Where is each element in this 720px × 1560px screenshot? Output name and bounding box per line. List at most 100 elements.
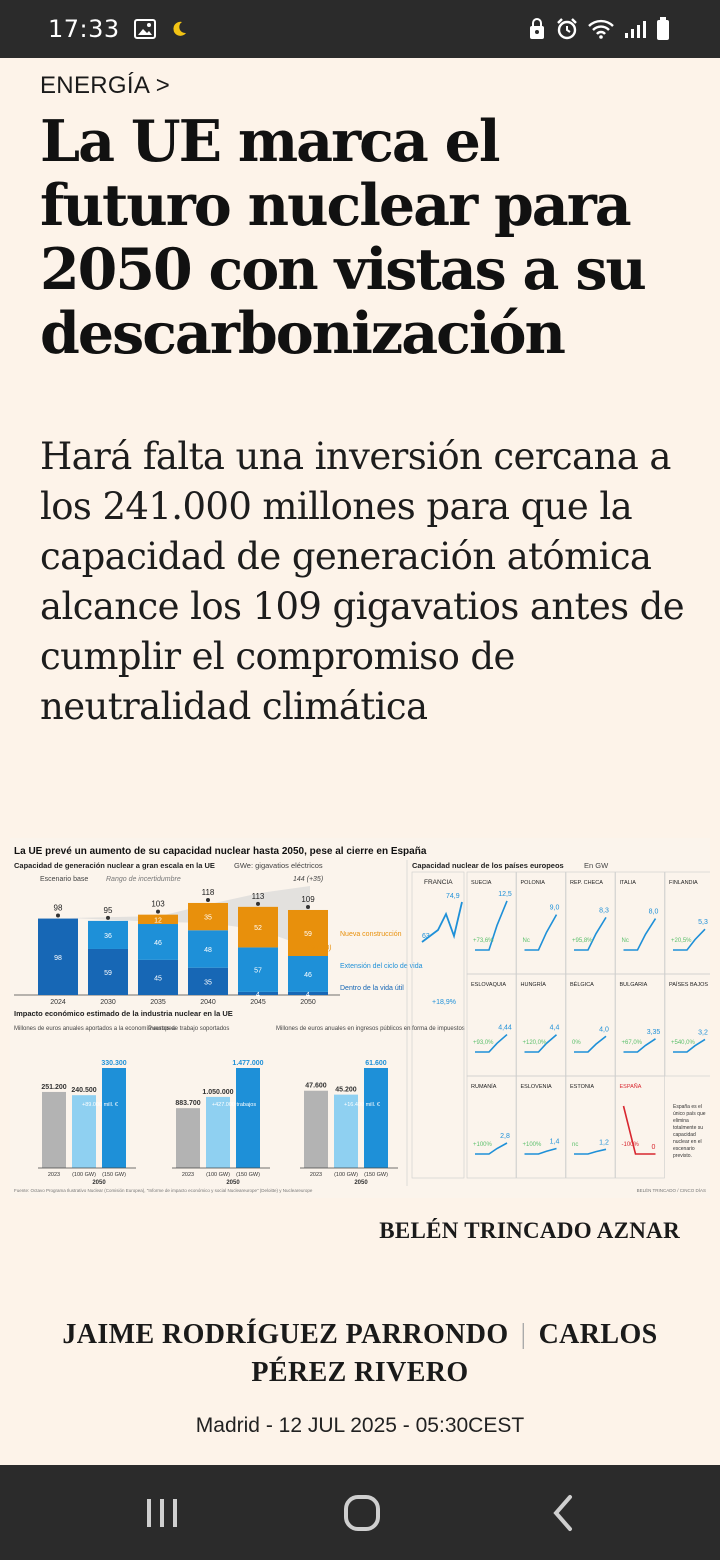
impact-1-label: Millones de euros anuales aportados a la…	[14, 1026, 176, 1032]
infographic-credit: BELÉN TRINCADO / CINCO DÍAS	[637, 1187, 706, 1193]
impact-2-label: Puestos de trabajo soportados	[148, 1026, 229, 1032]
france-change: +18,9%	[432, 999, 456, 1006]
capacity-year-label: 2045	[250, 999, 266, 1006]
infographic-image[interactable]: La UE prevé un aumento de su capacidad n…	[10, 838, 710, 1198]
impact-x-label: (100 GW)	[334, 1172, 358, 1178]
country-change: Nc	[523, 938, 530, 944]
spain-note-line: único país que	[673, 1111, 706, 1117]
capacity-bar-segment	[138, 924, 178, 960]
byline: JAIME RODRÍGUEZ PARRONDO | CARLOS PÉREZ RI…	[40, 1316, 680, 1392]
country-line	[475, 900, 508, 951]
country-line	[574, 1148, 607, 1155]
impact-value-label: 240.500	[71, 1087, 96, 1094]
infographic-sources: Fuente: Octavo Programa Ilustrativo Nucl…	[14, 1188, 313, 1193]
capacity-bar-segment	[138, 914, 178, 925]
country-change: +100%	[473, 1142, 493, 1148]
impact-x-label: (100 GW)	[206, 1172, 230, 1178]
country-value: 1,4	[550, 1139, 560, 1146]
country-panel	[466, 871, 517, 975]
country-value: 12,5	[498, 891, 512, 898]
impact-x-label: 2023	[48, 1172, 60, 1178]
capacity-total-label: 103	[151, 900, 165, 909]
capacity-total-label: 113	[252, 892, 265, 901]
impact-x-label: (100 GW)	[72, 1172, 96, 1178]
capacity-bar-segment	[238, 991, 278, 995]
impact-value-label: 1.477.000	[232, 1060, 263, 1067]
country-line	[622, 1105, 656, 1155]
country-name: ESLOVENIA	[521, 1084, 553, 1090]
signal-icon	[624, 19, 646, 39]
section-breadcrumb-link[interactable]: ENERGÍA >	[40, 72, 171, 99]
impact-x-label: 2023	[182, 1172, 194, 1178]
impact-value-label: 330.300	[101, 1060, 126, 1067]
country-value: 4,4	[550, 1025, 560, 1032]
infographic-title: La UE prevé un aumento de su capacidad n…	[14, 846, 427, 857]
country-name: BÉLGICA	[570, 981, 594, 988]
recent-apps-icon	[147, 1499, 177, 1527]
capacity-segment-label: 59	[104, 970, 112, 977]
impact-bar	[42, 1091, 66, 1168]
country-name: HUNGRÍA	[521, 981, 547, 988]
capacity-total-label: 118	[202, 888, 215, 897]
impact-3-label: Millones de euros anuales en ingresos pú…	[276, 1026, 465, 1032]
country-line	[524, 1147, 557, 1155]
country-panel	[466, 1075, 517, 1179]
country-change: +120,0%	[523, 1040, 548, 1046]
capacity-bar-segment	[238, 947, 278, 992]
spain-note-line: elimina	[673, 1118, 689, 1124]
capacity-segment-label: 98	[54, 955, 62, 962]
capacity-segment-label: 48	[204, 947, 212, 954]
spain-note-line: capacidad	[673, 1132, 696, 1138]
country-name: ESTONIA	[570, 1084, 594, 1090]
country-value: 5,3	[698, 919, 708, 926]
impact-year-label: 2050	[226, 1180, 240, 1186]
country-value: 0	[652, 1144, 656, 1151]
capacity-bar-segment	[138, 959, 178, 995]
country-value: 4,44	[498, 1025, 512, 1032]
capacity-segment-label: 4	[306, 991, 310, 998]
country-line	[524, 914, 558, 951]
capacity-total-label: 109	[301, 895, 315, 904]
capacity-bar-segment	[88, 948, 128, 995]
country-line	[673, 928, 706, 951]
country-value: 8,0	[649, 909, 659, 916]
country-value: 8,3	[599, 907, 609, 914]
impact-note: +16.400 mill. €	[344, 1102, 380, 1108]
legend-new: Nueva construcción	[340, 931, 402, 938]
france-name: FRANCIA	[424, 879, 453, 886]
impact-value-label: 61.600	[365, 1060, 387, 1067]
home-button[interactable]	[342, 1493, 382, 1538]
legend-life: Dentro de la vida útil	[340, 985, 404, 992]
navigation-bar	[0, 1465, 720, 1560]
country-change: +95,8%	[572, 938, 593, 944]
author-link-2[interactable]: CARLOS PÉREZ RIVERO	[251, 1319, 658, 1388]
country-panel	[664, 973, 710, 1077]
capacity-segment-label: 59	[304, 931, 312, 938]
country-value: 1,2	[599, 1139, 609, 1146]
capacity-bar-segment	[188, 902, 228, 931]
country-name: REP. CHECA	[570, 880, 603, 886]
capacity-bar-segment	[38, 918, 78, 995]
recent-apps-button[interactable]	[144, 1493, 180, 1538]
battery-icon	[656, 17, 670, 41]
author-separator: |	[520, 1319, 527, 1350]
capacity-total-point	[206, 897, 210, 902]
capacity-segment-label: 35	[204, 979, 212, 986]
countries-unit: En GW	[584, 861, 609, 870]
author-link-1[interactable]: JAIME RODRÍGUEZ PARRONDO	[62, 1319, 509, 1350]
capacity-bar-segment	[288, 956, 328, 992]
country-line	[524, 1034, 558, 1053]
capacity-title: Capacidad de generación nuclear a gran e…	[14, 861, 215, 870]
capacity-segment-label: 36	[104, 933, 112, 940]
range-note: 144 (+35)	[293, 876, 323, 883]
country-panel	[615, 871, 665, 975]
country-value: 2,8	[500, 1133, 510, 1140]
back-button[interactable]	[548, 1493, 578, 1538]
impact-x-label: (150 GW)	[364, 1172, 388, 1178]
capacity-bar-segment	[238, 906, 278, 948]
photo-credit: BELÉN TRINCADO AZNAR	[379, 1218, 680, 1243]
country-name: RUMANÍA	[471, 1083, 497, 1090]
country-grid: SUECIA 12,5 +73,6% POLONIA 9,0 Nc REP. CHECA 8,…	[466, 871, 710, 1179]
country-line	[475, 1142, 508, 1155]
impact-x-label: (150 GW)	[102, 1172, 126, 1178]
